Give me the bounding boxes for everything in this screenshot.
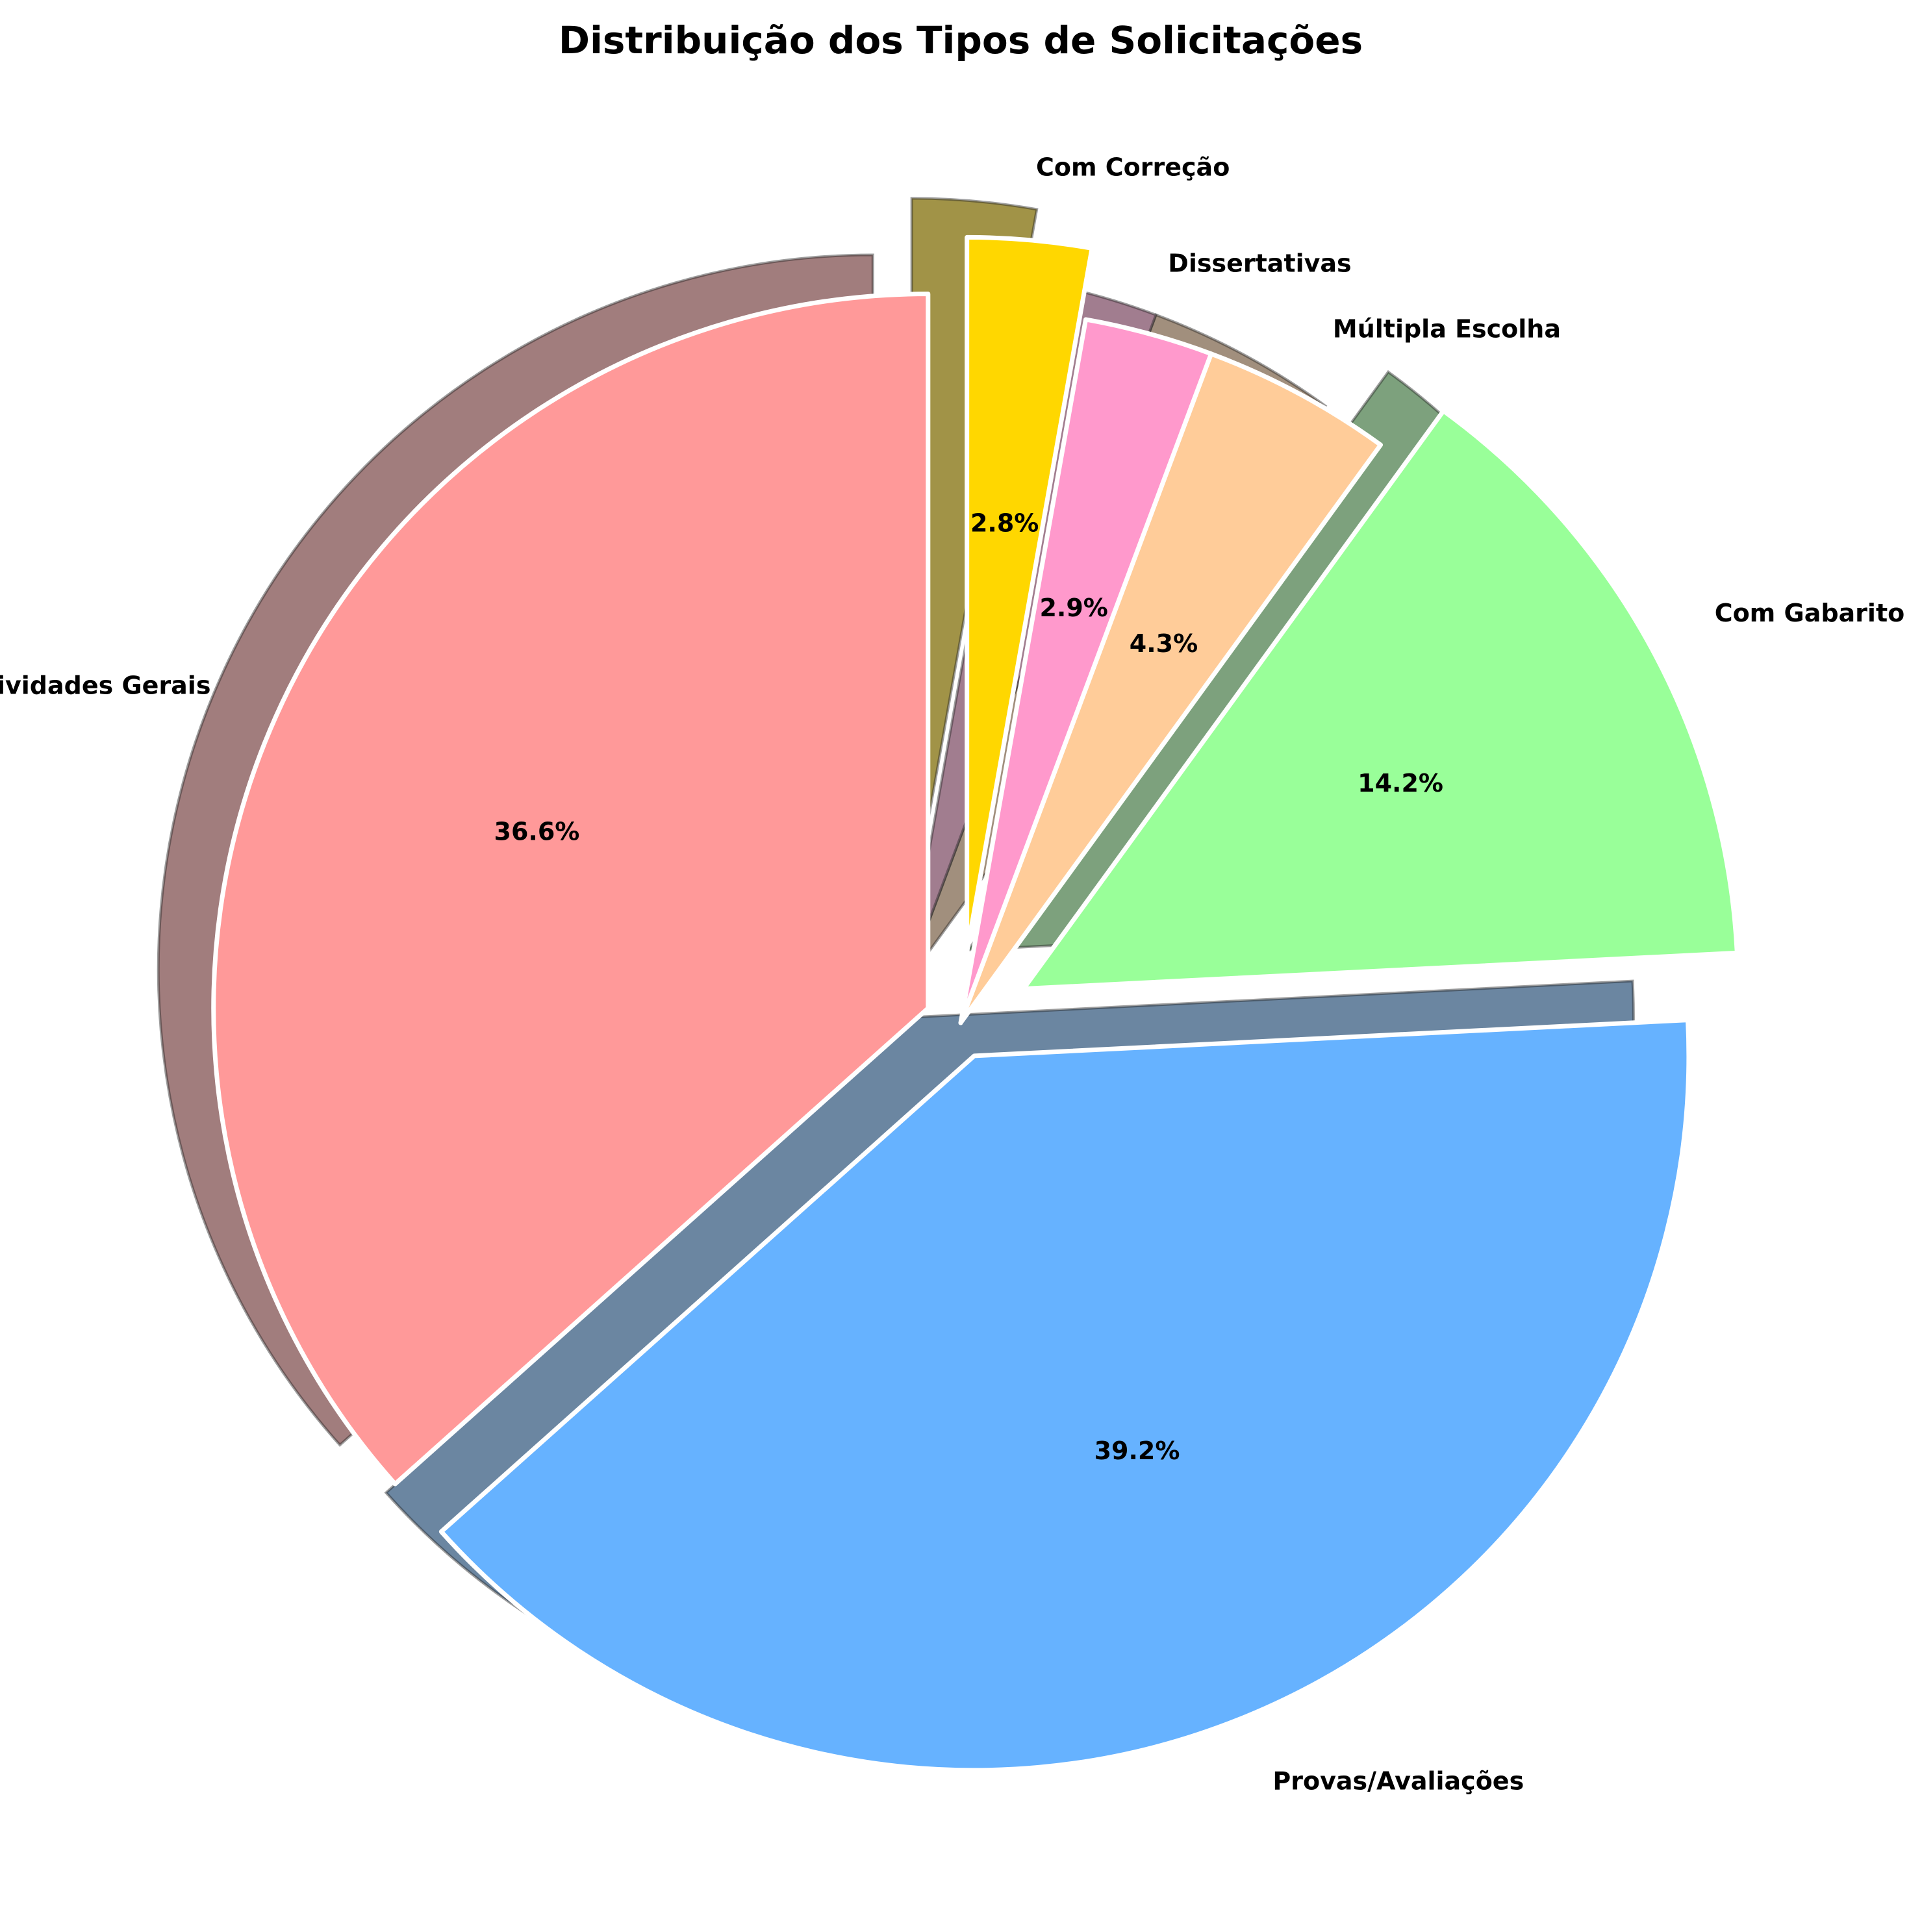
slice-provas-avaliacoes [438, 1018, 1691, 1773]
pct-label-dissertativas: 2.9% [1039, 594, 1107, 622]
label-layer: Atividades Gerais 36.6% Provas/Avaliações 3… [0, 153, 1904, 1796]
slice-label-dissertativas: Dissertativas [1168, 249, 1351, 277]
pct-label-atividades-gerais: 36.6% [494, 817, 580, 846]
slice-com-correcao [965, 234, 1094, 954]
slice-label-com-correcao: Com Correção [1036, 153, 1230, 182]
slice-atividades-gerais [211, 292, 931, 1487]
slice-label-provas-avaliacoes: Provas/Avaliações [1272, 1767, 1524, 1796]
slice-com-gabarito [1021, 408, 1739, 992]
slice-label-atividades-gerais: Atividades Gerais [0, 671, 210, 700]
slice-dissertativas [958, 317, 1214, 1025]
slice-layer [211, 234, 1739, 1773]
pct-label-multipla-escolha: 4.3% [1130, 629, 1198, 658]
chart-title: Distribuição dos Tipos de Solicitações [559, 18, 1363, 62]
slice-label-multipla-escolha: Múltipla Escolha [1333, 315, 1561, 344]
pct-label-provas-avaliacoes: 39.2% [1094, 1436, 1180, 1465]
slice-label-com-gabarito: Com Gabarito [1715, 599, 1905, 627]
pct-label-com-correcao: 2.8% [970, 508, 1039, 537]
slice-multipla-escolha [958, 351, 1384, 1025]
pct-label-com-gabarito: 14.2% [1358, 769, 1443, 797]
